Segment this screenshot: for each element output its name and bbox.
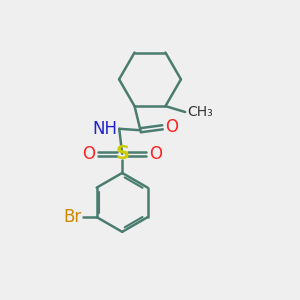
Text: O: O [149, 145, 162, 163]
Text: CH₃: CH₃ [187, 105, 213, 119]
Text: S: S [115, 144, 129, 163]
Text: O: O [82, 145, 95, 163]
Text: O: O [166, 118, 178, 136]
Text: Br: Br [63, 208, 81, 226]
Text: NH: NH [92, 120, 117, 138]
